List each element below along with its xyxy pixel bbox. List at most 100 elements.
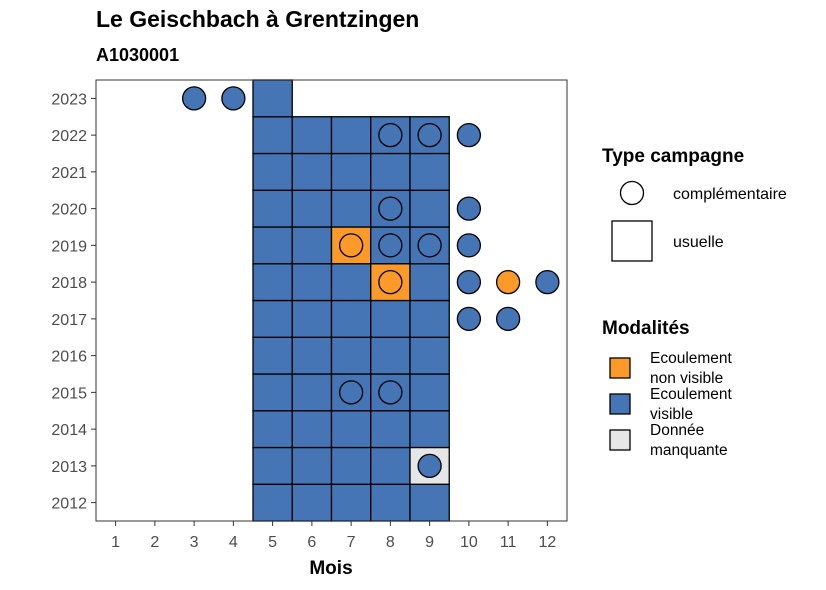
square-2015-9 bbox=[409, 373, 450, 412]
square-2012-6 bbox=[291, 483, 333, 522]
circle-2019-7 bbox=[338, 233, 364, 258]
square-2016-5 bbox=[252, 336, 293, 375]
square-2015-5 bbox=[252, 373, 293, 412]
chart-title: Le Geischbach à Grentzingen bbox=[96, 6, 420, 32]
square-2018-6 bbox=[291, 263, 333, 302]
square-2017-7 bbox=[330, 299, 372, 338]
square-2013-8 bbox=[370, 446, 411, 485]
circle-2022-10 bbox=[456, 122, 482, 148]
square-2020-5 bbox=[252, 189, 293, 228]
square-2016-9 bbox=[409, 336, 450, 375]
square-2014-8 bbox=[370, 410, 411, 449]
square-2014-5 bbox=[252, 410, 293, 449]
x-tick-label: 5 bbox=[268, 534, 277, 551]
legend-color-label-line1: Donnée bbox=[650, 422, 704, 439]
square-2016-6 bbox=[291, 336, 333, 375]
circle-2019-10 bbox=[456, 233, 482, 258]
square-2021-7 bbox=[330, 152, 372, 191]
square-2017-5 bbox=[252, 299, 293, 338]
circle-2018-8 bbox=[378, 269, 403, 295]
legend-shape-title: Type campagne bbox=[602, 146, 744, 167]
legend-shape-label: usuelle bbox=[673, 234, 724, 251]
square-2022-7 bbox=[330, 116, 372, 155]
x-axis-title: Mois bbox=[309, 558, 352, 579]
square-2021-8 bbox=[370, 152, 411, 191]
circles-layer bbox=[181, 86, 560, 479]
circle-2020-8 bbox=[378, 196, 403, 221]
y-tick-label: 2012 bbox=[51, 496, 87, 513]
square-2017-8 bbox=[370, 299, 411, 338]
circle-2018-10 bbox=[456, 269, 482, 295]
circle-2015-7 bbox=[338, 380, 364, 405]
y-tick-label: 2016 bbox=[51, 349, 87, 366]
y-tick-label: 2013 bbox=[51, 459, 87, 476]
y-tick-label: 2022 bbox=[51, 128, 87, 145]
square-2017-6 bbox=[291, 299, 333, 338]
x-tick-label: 9 bbox=[425, 534, 434, 551]
circle-2022-8 bbox=[378, 122, 403, 148]
circle-2017-10 bbox=[456, 306, 482, 332]
x-tick-label: 6 bbox=[307, 534, 316, 551]
x-tick-label: 10 bbox=[460, 534, 478, 551]
square-2012-5 bbox=[252, 483, 293, 522]
square-2018-9 bbox=[409, 263, 450, 302]
circle-2015-8 bbox=[378, 380, 403, 405]
square-2012-8 bbox=[370, 483, 411, 522]
y-tick-label: 2020 bbox=[51, 202, 87, 219]
x-tick-label: 7 bbox=[347, 534, 356, 551]
square-2013-7 bbox=[330, 446, 372, 485]
circle-2018-12 bbox=[535, 269, 560, 295]
square-2016-7 bbox=[330, 336, 372, 375]
legend-key-square bbox=[611, 220, 653, 262]
y-tick-label: 2014 bbox=[51, 422, 87, 439]
circle-2019-8 bbox=[378, 233, 403, 258]
square-2021-5 bbox=[252, 152, 293, 191]
squares-layer bbox=[252, 79, 450, 522]
x-tick-label: 3 bbox=[190, 534, 199, 551]
y-tick-label: 2021 bbox=[51, 165, 87, 182]
x-tick-label: 4 bbox=[229, 534, 238, 551]
square-2014-6 bbox=[291, 410, 333, 449]
x-tick-label: 11 bbox=[500, 534, 517, 551]
legend-shape: Type campagne complémentaire usuelle bbox=[602, 146, 787, 262]
legend-color-label-line2: manquante bbox=[650, 442, 728, 459]
square-2014-9 bbox=[409, 410, 450, 449]
legend-color-label-line2: non visible bbox=[650, 370, 723, 387]
y-tick-label: 2018 bbox=[51, 275, 87, 292]
square-2012-9 bbox=[409, 483, 450, 522]
square-2020-9 bbox=[409, 189, 450, 228]
square-2023-5 bbox=[252, 79, 293, 118]
legend-color-label-line1: Ecoulement bbox=[650, 350, 733, 367]
legend-key-visible bbox=[609, 393, 631, 415]
square-2021-6 bbox=[291, 152, 333, 191]
square-2021-9 bbox=[409, 152, 450, 191]
circle-2017-11 bbox=[495, 306, 521, 332]
circle-2013-9 bbox=[417, 453, 442, 479]
square-2013-6 bbox=[291, 446, 333, 485]
chart-subtitle: A1030001 bbox=[96, 45, 180, 65]
y-axis: 2012 2013 2014 2015 2016 2017 2018 2019 2020 2021… bbox=[51, 91, 96, 513]
panel-border bbox=[95, 79, 568, 522]
y-tick-label: 2015 bbox=[51, 385, 87, 402]
y-tick-label: 2017 bbox=[51, 312, 87, 329]
square-2018-5 bbox=[252, 263, 293, 302]
x-tick-label: 2 bbox=[150, 534, 159, 551]
circle-2018-11 bbox=[495, 269, 521, 295]
y-tick-label: 2023 bbox=[51, 91, 87, 108]
square-2020-7 bbox=[330, 189, 372, 228]
square-2018-7 bbox=[330, 263, 372, 302]
square-2019-6 bbox=[291, 226, 333, 265]
square-2020-6 bbox=[291, 189, 333, 228]
circle-2023-3 bbox=[181, 86, 207, 111]
square-2012-7 bbox=[330, 483, 372, 522]
square-2019-5 bbox=[252, 226, 293, 265]
x-tick-label: 1 bbox=[111, 534, 120, 551]
x-axis: 1 2 3 4 5 6 7 8 9 10 11 12 bbox=[111, 521, 556, 551]
legend-key-non_visible bbox=[609, 357, 631, 379]
square-2015-6 bbox=[291, 373, 333, 412]
circle-2023-4 bbox=[221, 86, 246, 111]
square-2017-9 bbox=[409, 299, 450, 338]
legend-key-manquante bbox=[609, 429, 631, 451]
